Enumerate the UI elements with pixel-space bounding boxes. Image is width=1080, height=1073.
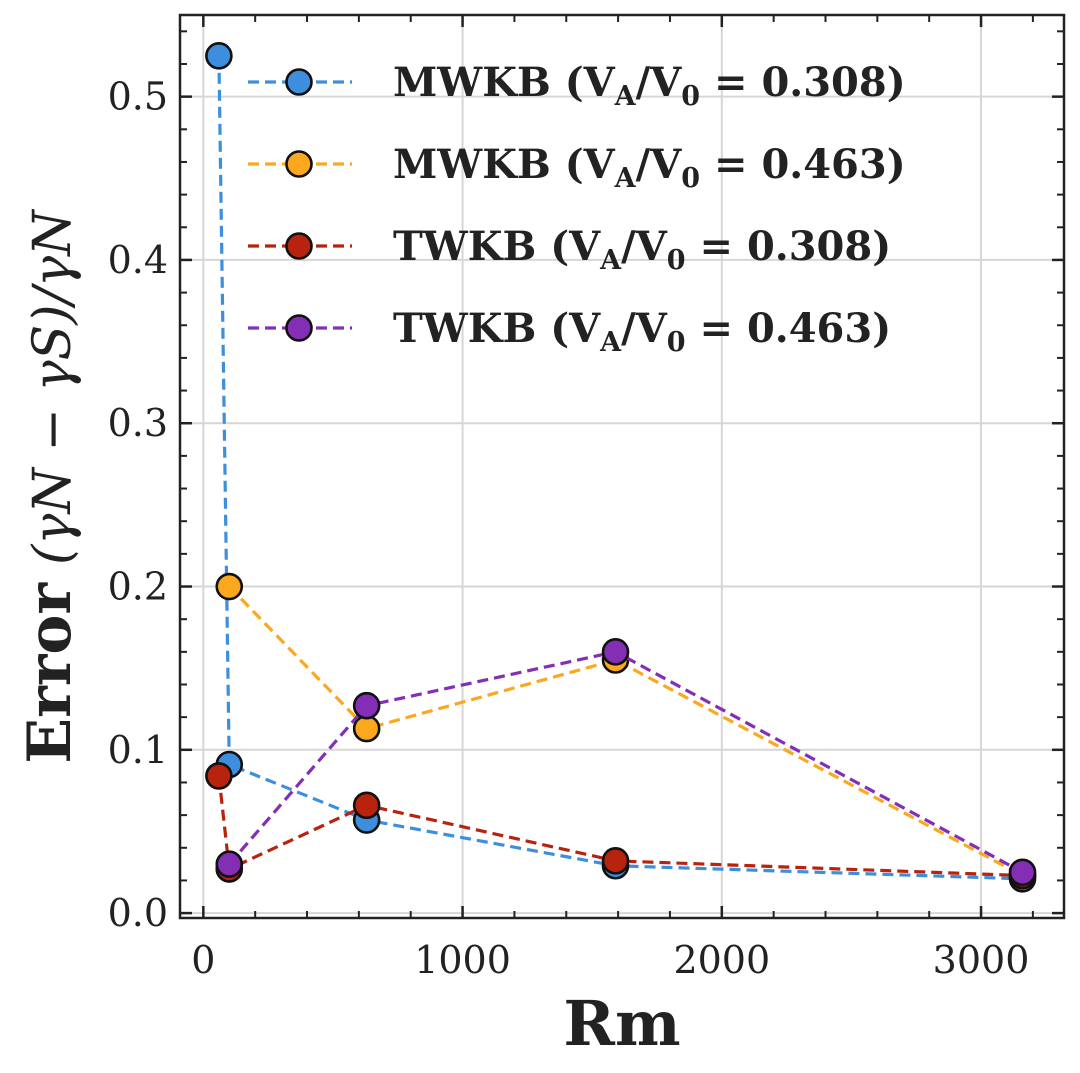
legend-label: TWKB (VA/V0 = 0.308): [393, 223, 891, 276]
data-point: [205, 42, 233, 70]
tick-labels: 0 1000 2000 3000 0.0 0.1 0.2 0.3 0.4 0.5: [108, 75, 1030, 982]
legend-marker: [285, 232, 313, 260]
y-tick-label: 0.0: [108, 891, 168, 935]
data-point: [601, 638, 630, 666]
legend-label: MWKB (VA/V0 = 0.463): [393, 141, 906, 194]
y-tick-label: 0.2: [108, 565, 168, 609]
legend-entry-4: TWKB (VA/V0 = 0.463): [248, 305, 891, 358]
series-line: [228, 585, 1024, 877]
y-tick-label: 0.3: [108, 401, 168, 445]
data-point: [205, 762, 233, 790]
ticks: [180, 15, 1064, 918]
legend-entry-3: TWKB (VA/V0 = 0.308): [248, 223, 891, 276]
x-tick-label: 2000: [673, 938, 770, 982]
x-axis-label: Rm: [563, 987, 680, 1060]
data-point: [215, 572, 244, 601]
data-point: [1008, 858, 1037, 887]
series-2: [215, 572, 1037, 890]
y-tick-label: 0.1: [108, 728, 168, 772]
legend-entry-2: MWKB (VA/V0 = 0.463): [248, 141, 906, 194]
x-tick-label: 0: [191, 938, 215, 982]
legend-marker: [285, 68, 313, 96]
legend-marker: [285, 150, 313, 178]
y-axis-label-main: Error: [15, 582, 85, 764]
series-line: [228, 650, 1024, 874]
series-group: [205, 42, 1037, 893]
axes-frame: [178, 13, 1066, 920]
data-point: [352, 714, 381, 743]
series-4: [215, 638, 1037, 887]
y-tick-label: 0.4: [108, 238, 168, 282]
x-tick-label: 1000: [414, 938, 511, 982]
data-point: [601, 847, 630, 875]
y-axis-label-formula: (γN − γS)/γN: [23, 209, 83, 565]
y-axis-label: Error (γN − γS)/γN: [15, 209, 85, 764]
data-point: [215, 850, 244, 878]
grid: [180, 15, 1064, 918]
x-tick-label: 3000: [933, 938, 1030, 982]
series-3: [205, 762, 1037, 890]
y-tick-label: 0.5: [108, 75, 168, 119]
legend-label: MWKB (VA/V0 = 0.308): [393, 59, 906, 112]
legend-entry-1: MWKB (VA/V0 = 0.308): [248, 59, 906, 112]
y-axis-label-group: Error (γN − γS)/γN: [15, 209, 85, 764]
legend: MWKB (VA/V0 = 0.308) MWKB (VA/V0 = 0.463)…: [248, 59, 906, 358]
legend-label: TWKB (VA/V0 = 0.463): [393, 305, 891, 358]
data-point: [352, 791, 381, 820]
legend-marker: [285, 314, 313, 342]
data-point: [352, 691, 381, 720]
